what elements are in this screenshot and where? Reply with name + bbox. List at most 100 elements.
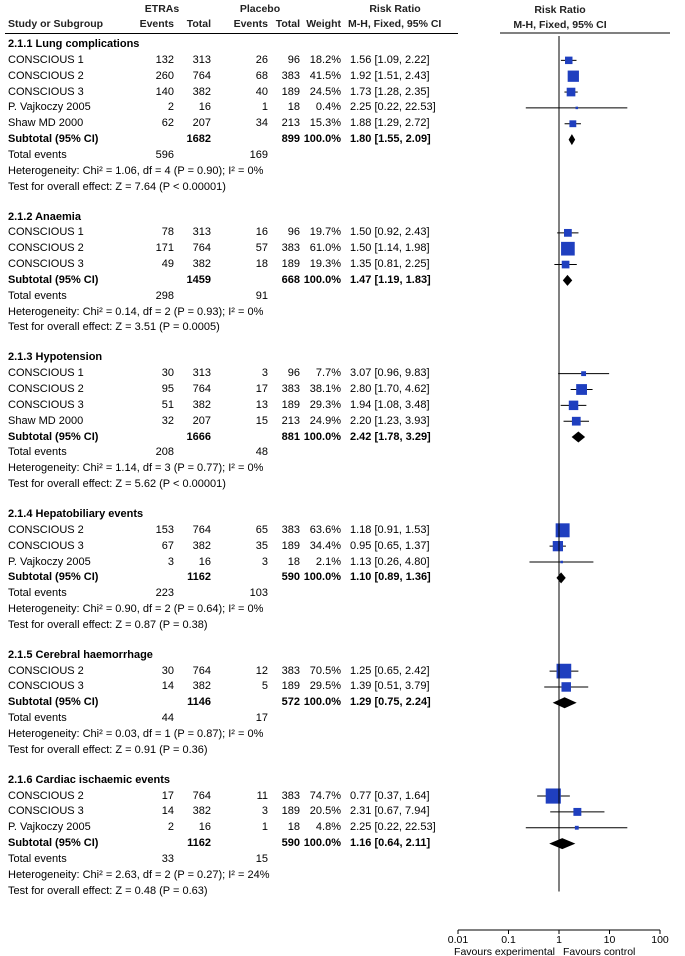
total-events-label: Total events bbox=[8, 712, 67, 725]
weight-column-header: Weight bbox=[306, 18, 341, 30]
study-weight: 29.5% bbox=[309, 680, 341, 693]
study-events2: 68 bbox=[255, 69, 268, 82]
total-events1: 44 bbox=[161, 712, 174, 725]
effect-square bbox=[569, 120, 577, 128]
study-events1: 3 bbox=[167, 555, 174, 568]
study-total1: 207 bbox=[192, 117, 211, 130]
study-events1: 78 bbox=[161, 226, 174, 239]
study-total1: 313 bbox=[192, 226, 211, 239]
plot-title: Risk Ratio bbox=[534, 4, 585, 16]
study-total2: 383 bbox=[281, 383, 300, 395]
study-events2: 5 bbox=[261, 680, 268, 693]
total-events2: 48 bbox=[255, 446, 268, 459]
subtotal-label: Subtotal (95% CI) bbox=[8, 133, 99, 146]
study-events1: 30 bbox=[161, 664, 174, 677]
study-weight: 34.4% bbox=[309, 539, 341, 552]
study-ci: 2.25 [0.22, 22.53] bbox=[350, 821, 436, 834]
subtotal-weight: 100.0% bbox=[303, 571, 341, 584]
study-column-header: Study or Subgroup bbox=[8, 18, 104, 30]
effect-square bbox=[566, 87, 576, 97]
effect-square bbox=[561, 241, 575, 256]
study-total2: 213 bbox=[281, 117, 300, 130]
favours-control-label: Favours control bbox=[563, 946, 635, 956]
study-ci: 3.07 [0.96, 9.83] bbox=[350, 367, 430, 380]
study-name: CONSCIOUS 2 bbox=[8, 789, 84, 802]
total-events-label: Total events bbox=[8, 587, 67, 600]
study-weight: 0.4% bbox=[315, 101, 341, 114]
section-title: 2.1.3 Hypotension bbox=[8, 351, 103, 364]
group2-header: Placebo bbox=[239, 3, 281, 15]
study-ci: 1.18 [0.91, 1.53] bbox=[350, 523, 430, 536]
study-events2: 13 bbox=[255, 398, 268, 411]
subtotal-total1: 1682 bbox=[186, 133, 211, 146]
study-ci: 0.77 [0.37, 1.64] bbox=[350, 789, 430, 802]
subtotal-total2: 668 bbox=[281, 273, 300, 286]
study-name: CONSCIOUS 1 bbox=[8, 226, 84, 239]
effect-square bbox=[545, 788, 561, 804]
study-ci: 0.95 [0.65, 1.37] bbox=[350, 539, 430, 552]
study-weight: 19.7% bbox=[309, 226, 341, 239]
study-events1: 95 bbox=[161, 383, 174, 395]
study-name: CONSCIOUS 2 bbox=[8, 523, 84, 536]
study-total1: 764 bbox=[192, 523, 211, 536]
study-events2: 35 bbox=[255, 539, 268, 552]
subtotal-diamond bbox=[552, 697, 577, 709]
study-events1: 49 bbox=[161, 258, 174, 271]
study-events1: 2 bbox=[167, 821, 174, 834]
effect-square bbox=[560, 560, 563, 564]
study-name: Shaw MD 2000 bbox=[8, 117, 84, 130]
x-tick-label: 10 bbox=[604, 934, 616, 946]
subtotal-total1: 1162 bbox=[187, 837, 211, 850]
study-ci: 1.94 [1.08, 3.48] bbox=[350, 398, 430, 411]
study-weight: 24.5% bbox=[309, 85, 341, 98]
forest-plot: Risk Ratio M-H, Fixed, 95% CI 0.01 0.1 1 10… bbox=[448, 4, 670, 956]
study-total2: 189 bbox=[281, 398, 300, 411]
plot-method: M-H, Fixed, 95% CI bbox=[513, 19, 606, 31]
study-events2: 3 bbox=[261, 555, 268, 568]
study-weight: 2.1% bbox=[315, 555, 341, 568]
study-ci: 2.25 [0.22, 22.53] bbox=[350, 101, 436, 114]
study-ci: 1.25 [0.65, 2.42] bbox=[350, 664, 430, 677]
overall-effect-text: Test for overall effect: Z = 0.48 (P = 0… bbox=[8, 884, 208, 897]
study-events2: 57 bbox=[255, 242, 268, 255]
study-events1: 51 bbox=[161, 398, 174, 411]
subtotal-ci: 1.16 [0.64, 2.11] bbox=[350, 837, 431, 850]
study-total1: 382 bbox=[192, 258, 211, 271]
subtotal-label: Subtotal (95% CI) bbox=[8, 571, 99, 584]
study-weight: 70.5% bbox=[309, 664, 341, 677]
subtotal-ci: 1.10 [0.89, 1.36] bbox=[350, 571, 431, 584]
x-tick-label: 0.1 bbox=[501, 934, 516, 946]
study-weight: 20.5% bbox=[309, 805, 341, 818]
subtotal-weight: 100.0% bbox=[303, 273, 341, 286]
study-total1: 382 bbox=[192, 398, 211, 411]
subtotal-total1: 1459 bbox=[186, 273, 211, 286]
subtotal-diamond bbox=[562, 274, 573, 286]
risk-ratio-header: Risk Ratio bbox=[369, 3, 421, 15]
study-events1: 132 bbox=[155, 53, 174, 66]
study-total1: 382 bbox=[192, 539, 211, 552]
study-total1: 313 bbox=[192, 53, 211, 66]
x-tick-label: 1 bbox=[556, 934, 562, 946]
study-events1: 2 bbox=[167, 101, 174, 114]
subtotal-total2: 899 bbox=[281, 133, 300, 146]
effect-square bbox=[568, 400, 579, 411]
effect-square bbox=[552, 541, 564, 552]
overall-effect-text: Test for overall effect: Z = 0.87 (P = 0… bbox=[8, 618, 208, 631]
total-events-label: Total events bbox=[8, 446, 67, 459]
subtotal-diamond bbox=[549, 838, 576, 850]
study-total1: 16 bbox=[198, 555, 211, 568]
effect-square bbox=[574, 825, 579, 830]
effect-square bbox=[571, 416, 581, 426]
section-title: 2.1.6 Cardiac ischaemic events bbox=[8, 773, 171, 786]
total-events2: 17 bbox=[255, 712, 268, 725]
study-events1: 67 bbox=[161, 539, 174, 552]
study-weight: 74.7% bbox=[309, 789, 341, 802]
study-weight: 15.3% bbox=[309, 117, 341, 130]
subtotal-total1: 1146 bbox=[187, 696, 211, 709]
study-weight: 63.6% bbox=[309, 523, 341, 536]
study-total2: 383 bbox=[281, 69, 300, 82]
study-weight: 41.5% bbox=[309, 69, 341, 82]
study-weight: 29.3% bbox=[309, 398, 341, 411]
study-name: P. Vajkoczy 2005 bbox=[8, 555, 91, 568]
study-total1: 382 bbox=[192, 85, 211, 98]
